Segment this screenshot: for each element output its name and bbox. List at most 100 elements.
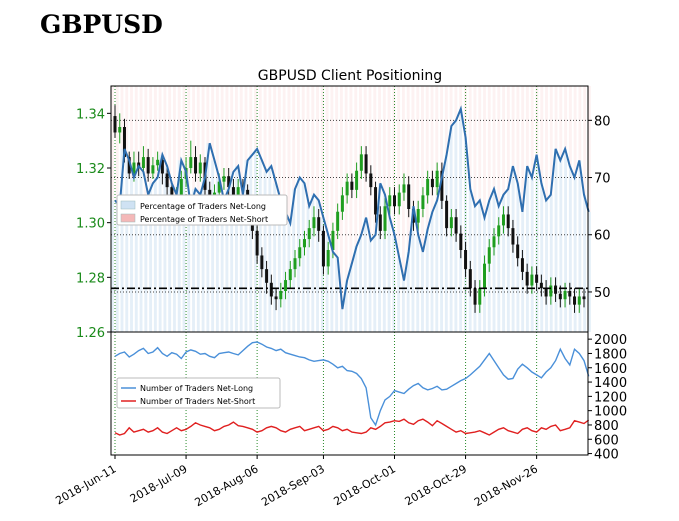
- net-long-band: [111, 200, 114, 332]
- net-short-band: [249, 86, 253, 155]
- net-long-band: [306, 206, 310, 332]
- net-short-band: [573, 86, 577, 178]
- net-long-band: [502, 194, 506, 332]
- net-long-band: [559, 160, 563, 332]
- net-short-band: [454, 86, 458, 121]
- candle-body: [449, 217, 453, 229]
- net-short-band: [540, 86, 544, 184]
- candle-body: [222, 176, 226, 182]
- candle-body: [483, 263, 487, 289]
- net-short-band: [397, 86, 401, 258]
- net-short-band: [535, 86, 539, 155]
- right-tick-label: 1000: [594, 405, 627, 420]
- net-short-band: [406, 86, 410, 252]
- net-short-band: [506, 86, 510, 189]
- candle-body: [563, 291, 567, 300]
- candle-body: [321, 230, 325, 267]
- net-short-band: [220, 86, 224, 201]
- legend-swatch: [120, 200, 136, 210]
- net-long-band: [411, 206, 415, 332]
- net-short-band: [564, 86, 568, 149]
- right-tick-label: 2000: [594, 333, 627, 348]
- net-long-band: [196, 194, 200, 332]
- net-long-band: [578, 160, 582, 332]
- net-short-band: [468, 86, 472, 189]
- net-short-band: [320, 86, 324, 218]
- net-short-band: [559, 86, 563, 161]
- candle-body: [577, 296, 581, 305]
- net-short-band: [268, 86, 272, 167]
- net-short-band: [177, 86, 181, 161]
- net-long-band: [153, 177, 157, 332]
- net-long-band: [220, 200, 224, 332]
- net-short-band: [254, 86, 257, 149]
- net-long-band: [330, 251, 334, 332]
- x-axis: 2018-Jun-11 2018-Jul-09 2018-Aug-062018-Se…: [53, 455, 540, 509]
- left-tick-label: 1.34: [76, 107, 105, 122]
- left-tick-label: 1.28: [76, 271, 105, 286]
- net-short-band: [392, 86, 396, 235]
- right-tick-label: 70: [594, 172, 611, 187]
- right-tick-label: 50: [594, 286, 611, 301]
- net-long-band: [549, 194, 553, 332]
- net-short-band: [297, 86, 300, 178]
- candle-body: [217, 181, 221, 193]
- net-long-band: [139, 171, 143, 332]
- left-tick-label: 1.26: [76, 326, 105, 341]
- net-long-band: [425, 229, 429, 332]
- net-short-band: [502, 86, 506, 195]
- net-long-band: [421, 251, 424, 332]
- net-short-band: [139, 86, 143, 172]
- net-long-band: [258, 160, 262, 332]
- net-long-band: [134, 166, 138, 332]
- net-short-band: [354, 86, 358, 247]
- candle-body: [293, 258, 297, 270]
- candle-body: [317, 217, 321, 231]
- x-tick-label: 2018-Sep-03: [259, 462, 327, 509]
- legend-label: Number of Traders Net-Long: [140, 384, 253, 393]
- candle-body: [231, 187, 235, 196]
- net-short-band: [282, 86, 286, 212]
- candle-body: [355, 170, 359, 190]
- x-tick-label: 2018-Oct-29: [403, 462, 469, 508]
- net-short-band: [416, 86, 420, 235]
- net-long-band: [173, 194, 176, 332]
- net-long-band: [459, 108, 463, 332]
- candle-body: [487, 247, 491, 264]
- candlesticks: [113, 105, 586, 313]
- candle-body: [113, 116, 117, 133]
- net-long-band: [525, 166, 529, 332]
- net-short-band: [335, 86, 339, 258]
- candle-body: [378, 214, 382, 231]
- net-short-band: [554, 86, 558, 149]
- candle-body: [326, 250, 330, 267]
- net-short-band: [387, 86, 391, 218]
- candle-body: [501, 214, 505, 226]
- candle-body: [426, 178, 430, 196]
- left-tick-label: 1.32: [76, 162, 105, 177]
- net-short-band: [487, 86, 491, 201]
- candle-body: [374, 187, 378, 215]
- candle-body: [359, 154, 363, 171]
- candle-body: [302, 239, 306, 248]
- candle-body: [568, 291, 572, 297]
- net-long-band: [497, 206, 501, 332]
- candle-body: [516, 244, 520, 259]
- net-short-band: [201, 86, 205, 178]
- net-short-band: [158, 86, 162, 155]
- net-short-band: [196, 86, 200, 195]
- candle-body: [435, 170, 439, 188]
- candle-body: [255, 230, 259, 256]
- candle-body: [582, 296, 586, 300]
- net-short-band: [134, 86, 138, 167]
- net-long-band: [545, 200, 548, 332]
- right-tick-label: 600: [594, 433, 619, 448]
- candle-body: [497, 225, 501, 237]
- net-long-band: [273, 183, 277, 332]
- net-short-band: [583, 86, 587, 195]
- net-long-band: [277, 200, 281, 332]
- legend: Number of Traders Net-Long Number of Trad…: [116, 377, 281, 409]
- net-short-band: [235, 86, 238, 167]
- net-short-band: [163, 86, 167, 167]
